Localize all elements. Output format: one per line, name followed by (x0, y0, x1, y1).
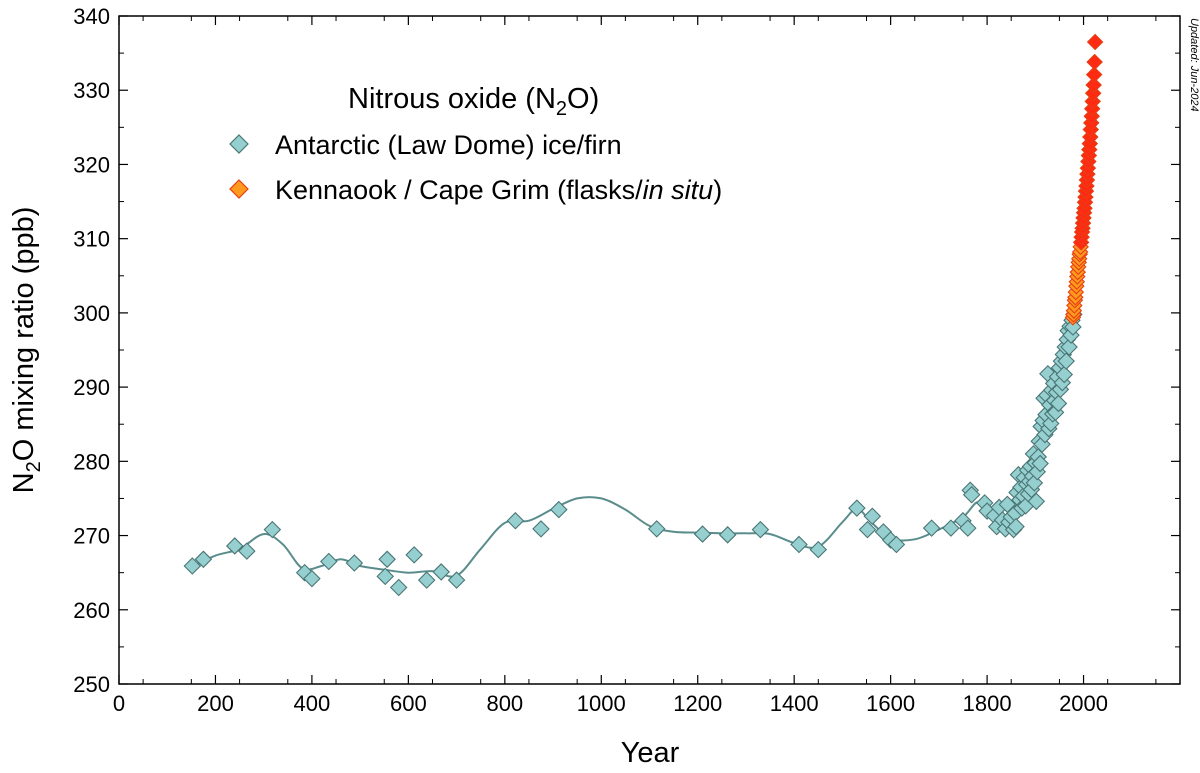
law-dome-point (1049, 394, 1068, 413)
law-dome-point (303, 569, 321, 588)
x-axis-title: Year (621, 737, 680, 769)
y-tick-label: 280 (73, 449, 110, 474)
law-dome-point (922, 519, 941, 537)
y-tick-label: 300 (73, 301, 110, 326)
x-tick-label: 1600 (866, 691, 915, 716)
law-dome-point (378, 550, 396, 569)
y-tick-label: 310 (73, 227, 110, 252)
legend-title-suffix: O) (567, 83, 599, 115)
legend-marker-cape-grim (229, 179, 249, 199)
legend-marker-law-dome (229, 134, 249, 154)
y-axis-title-sub: 2 (23, 461, 45, 472)
x-tick-label: 200 (197, 691, 234, 716)
law-dome-point (389, 578, 408, 597)
law-dome-point (345, 554, 364, 572)
legend-label-law-dome: Antarctic (Law Dome) ice/firn (275, 130, 622, 160)
x-tick-label: 1000 (577, 691, 626, 716)
law-dome-point (1057, 352, 1075, 370)
legend-title-sub: 2 (556, 98, 567, 120)
legend-label-cape-grim-italic: in situ (643, 175, 714, 205)
legend-title-prefix: Nitrous oxide (N (348, 83, 556, 115)
y-tick-label: 290 (73, 375, 110, 400)
y-axis-title: N2O mixing ratio (ppb) (8, 207, 45, 494)
ticks: 0 200 400 600 800 1000 1200 1400 1600 1800 2000 250… (73, 4, 1180, 716)
y-tick-label: 340 (73, 4, 110, 29)
law-dome-point (225, 537, 244, 555)
law-dome-point (1031, 454, 1049, 473)
y-tick-label: 330 (73, 78, 110, 103)
law-dome-point (417, 571, 436, 589)
law-dome-point (863, 507, 882, 526)
law-dome-point (405, 546, 423, 564)
law-dome-point (809, 540, 828, 559)
law-dome-point (1027, 492, 1046, 511)
law-dome-point (858, 520, 877, 539)
law-dome-point (432, 563, 450, 581)
law-dome-point (183, 557, 202, 575)
y-axis-title-suffix: O mixing ratio (ppb) (8, 207, 40, 462)
cape-grim-point (1085, 76, 1102, 94)
law-dome-point (647, 520, 666, 538)
law-dome-point (376, 567, 394, 586)
y-axis-title-prefix: N (8, 472, 40, 493)
law-dome-point (1055, 365, 1074, 384)
spline-fit-line (191, 316, 1075, 578)
y-tick-label: 250 (73, 672, 110, 697)
law-dome-point (942, 519, 960, 537)
law-dome-point (550, 500, 568, 519)
x-tick-label: 0 (113, 691, 125, 716)
cape-grim-point (1086, 53, 1103, 71)
legend-title: Nitrous oxide (N2O) (348, 83, 599, 120)
updated-annotation: Updated: Jun-2024 (1188, 18, 1200, 112)
law-dome-point (1060, 338, 1078, 356)
law-dome-point (718, 526, 737, 544)
y-tick-label: 260 (73, 598, 110, 623)
axes (118, 15, 1181, 685)
cape-grim-point (1085, 66, 1103, 83)
law-dome-point (848, 499, 866, 517)
y-tick-label: 320 (73, 152, 110, 177)
legend-label-cape-grim-suffix: ) (713, 175, 722, 205)
x-tick-label: 2000 (1059, 691, 1108, 716)
plot-frame (118, 15, 1181, 685)
x-tick-label: 400 (294, 691, 331, 716)
spline-fit-layer (191, 316, 1075, 578)
x-tick-label: 1400 (770, 691, 819, 716)
law-dome-point (790, 535, 808, 554)
law-dome-point (1007, 517, 1025, 536)
law-dome-point (320, 552, 338, 571)
x-tick-label: 600 (390, 691, 427, 716)
law-dome-point (263, 520, 282, 539)
cape-grim-point (1086, 33, 1104, 51)
x-tick-label: 1200 (673, 691, 722, 716)
law-dome-point (194, 550, 213, 569)
law-dome-point (693, 525, 712, 543)
law-dome-point (238, 542, 256, 560)
law-dome-point (751, 520, 770, 539)
law-dome-point (532, 520, 550, 538)
x-tick-label: 800 (486, 691, 523, 716)
law-dome-point (1064, 318, 1082, 336)
data-points-layer (183, 33, 1104, 597)
x-tick-label: 1800 (963, 691, 1012, 716)
legend: Nitrous oxide (N2O) Antarctic (Law Dome)… (229, 83, 722, 205)
law-dome-point (959, 519, 977, 537)
legend-label-cape-grim: Kennaook / Cape Grim (flasks/in situ) (275, 175, 722, 205)
y-tick-label: 270 (73, 524, 110, 549)
law-dome-point (962, 485, 981, 504)
law-dome-point (506, 511, 525, 530)
law-dome-point (887, 535, 906, 554)
legend-label-cape-grim-prefix: Kennaook / Cape Grim (flasks/ (275, 175, 643, 205)
law-dome-point (447, 571, 466, 589)
